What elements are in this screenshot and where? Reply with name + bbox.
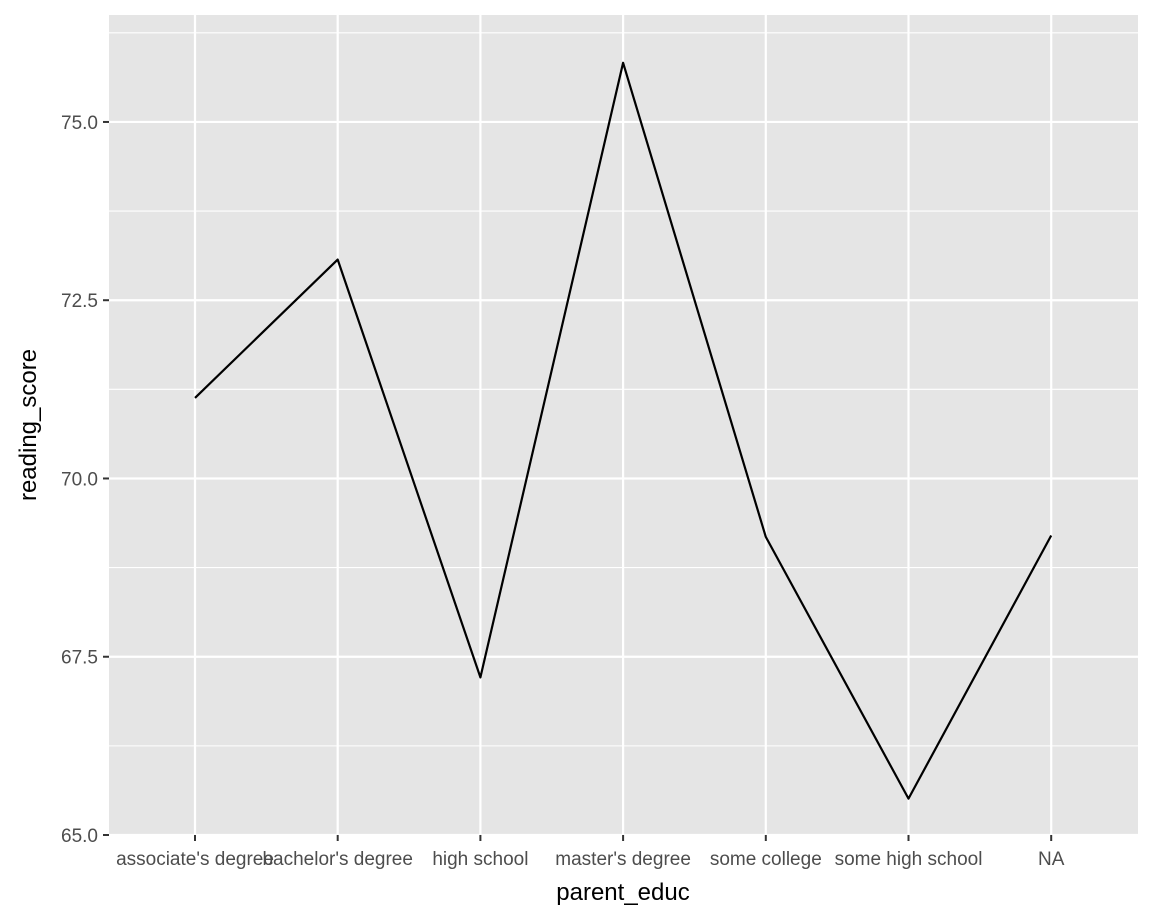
x-tick-label: NA bbox=[1038, 849, 1065, 870]
x-tick-label: high school bbox=[432, 849, 528, 870]
series-line bbox=[194, 61, 1053, 800]
y-tick-label: 70.0 bbox=[61, 469, 98, 490]
y-tick-label: 65.0 bbox=[61, 826, 98, 847]
y-tick-label: 72.5 bbox=[61, 291, 98, 312]
series-line-layer bbox=[194, 61, 1053, 800]
major-gridlines bbox=[109, 15, 1138, 837]
x-tick-label: master's degree bbox=[555, 849, 691, 870]
x-tick-label: some college bbox=[710, 849, 822, 870]
x-axis-title: parent_educ bbox=[556, 879, 689, 906]
x-tick-label: bachelor's degree bbox=[262, 849, 412, 870]
x-tick-label: associate's degree bbox=[116, 849, 274, 870]
y-tick-label: 67.5 bbox=[61, 648, 98, 669]
y-tick-label: 75.0 bbox=[61, 113, 98, 134]
y-axis-title: reading_score bbox=[15, 349, 42, 501]
x-tick-label: some high school bbox=[835, 849, 983, 870]
y-axis-ticks: 65.0 67.5 70.0 72.5 75.0 bbox=[61, 113, 109, 847]
